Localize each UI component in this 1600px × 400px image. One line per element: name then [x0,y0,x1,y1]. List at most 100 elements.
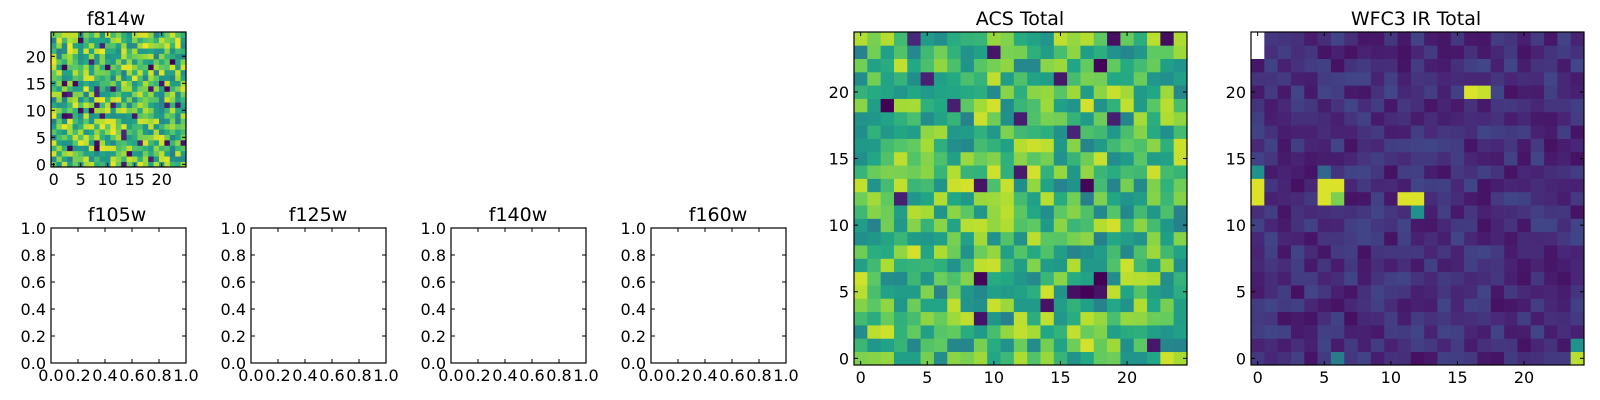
heatmap-cell [78,75,84,81]
heatmap-cell [867,71,881,86]
heatmap-cell [1464,151,1478,166]
heatmap-cell [105,86,111,92]
heatmap-cell [88,118,95,125]
heatmap-cell [51,113,57,119]
heatmap-cell [933,311,948,326]
heatmap-cell [142,113,149,119]
y-tick-label: 0.4 [221,300,246,319]
heatmap-cell [1290,285,1305,299]
heatmap-cell [1093,338,1108,353]
heatmap-cell [61,59,68,65]
x-tick-label: 0.6 [519,366,544,385]
heatmap-cell [1133,231,1148,246]
heatmap-cell [854,71,868,86]
heatmap-cell [1173,58,1188,73]
heatmap-cell [973,178,988,193]
heatmap-cell [920,271,935,286]
heatmap-cell [78,140,84,146]
heatmap-cell [126,123,133,130]
heatmap-cell [1530,218,1545,233]
heatmap-cell [933,298,948,313]
heatmap-cell [1410,298,1425,313]
heatmap-cell [880,191,895,206]
heatmap-cell [933,285,948,299]
heatmap-cell [1530,98,1545,113]
x-tick-label: 15 [1050,368,1070,387]
heatmap-cell [1370,151,1385,166]
heatmap-cell [1080,71,1095,86]
heatmap-cell [1304,32,1318,46]
heatmap-cell [83,156,90,162]
heatmap-cell [83,86,90,92]
heatmap-cell [1264,151,1278,166]
heatmap-cell [1384,271,1398,286]
heatmap-cell [867,151,881,166]
heatmap-cell [115,64,122,71]
heatmap-cell [1160,258,1175,273]
heatmap-cell [164,118,171,125]
heatmap-cell [1530,151,1545,166]
heatmap-cell [1133,151,1148,166]
x-tick-label: 0.2 [665,366,690,385]
heatmap-cell [1013,165,1028,179]
heatmap-cell [1570,111,1585,126]
heatmap-cell [1410,205,1425,219]
heatmap-cell [907,285,921,299]
heatmap-cell [1264,351,1278,366]
heatmap-cell [1397,298,1412,313]
heatmap-cell [72,140,79,146]
heatmap-cell [1013,231,1028,246]
heatmap-cell [1000,32,1015,46]
heatmap-cell [973,45,988,59]
y-tick-label: 20 [829,83,849,102]
heatmap-cell [78,86,84,92]
heatmap-cell [1344,311,1358,326]
heatmap-cell [907,231,921,246]
heatmap-cell [94,161,100,168]
heatmap-cell [1093,351,1108,366]
heatmap-cell [94,42,100,49]
y-tick-label: 0.2 [621,327,646,346]
heatmap-cell [920,325,935,339]
heatmap-cell [1370,351,1385,366]
heatmap-cell [142,42,149,49]
heatmap-cell [169,118,176,125]
heatmap-cell [121,140,127,146]
heatmap-cell [180,156,187,162]
y-tick-label: 0.4 [621,300,646,319]
heatmap-cell [1027,285,1041,299]
heatmap-cell [99,129,106,135]
heatmap-cell [67,150,73,157]
heatmap-cell [61,113,68,119]
heatmap-cell [142,145,149,152]
heatmap-cell [1107,151,1121,166]
heatmap-cell [1173,125,1188,139]
heatmap-cell [94,48,100,54]
heatmap-cell [94,118,100,125]
heatmap-cell [1397,45,1412,59]
heatmap-cell [1304,98,1318,113]
heatmap-cell [121,48,127,54]
heatmap-cell [126,140,133,146]
y-tick-label: 0.2 [21,327,46,346]
heatmap-cell [907,338,921,353]
heatmap-cell [61,102,68,108]
heatmap-cell [973,231,988,246]
heatmap-cell [1450,98,1465,113]
heatmap-cell [153,91,160,98]
heatmap-cell [88,86,95,92]
heatmap-cell [1504,258,1518,273]
heatmap-cell [110,129,117,135]
heatmap-cell [159,91,165,98]
heatmap-cell [1570,205,1585,219]
x-tick-label: 1.0 [573,366,598,385]
heatmap-cell [83,91,90,98]
heatmap-cell [159,53,165,60]
heatmap-cell [175,96,181,103]
heatmap-cell [1093,111,1108,126]
heatmap-cell [854,325,868,339]
heatmap-cell [1477,111,1492,126]
heatmap-cell [1317,285,1332,299]
heatmap-cell [1251,338,1265,353]
heatmap-cell [1067,178,1081,193]
